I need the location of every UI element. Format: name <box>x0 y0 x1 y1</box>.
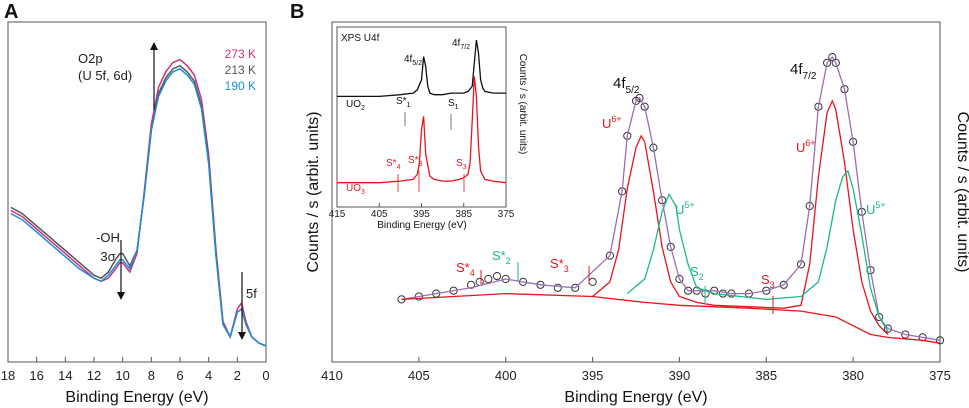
panel-a-series-273k <box>10 58 267 347</box>
panel-b-series-fit-envelope <box>401 56 941 341</box>
panel-b-frame <box>331 21 941 363</box>
panel-b-x-axis: 410 405 400 395 390 385 380 375 <box>321 357 951 383</box>
measured-point <box>823 58 832 68</box>
inset-label-4f72: 4f7/2 <box>452 38 470 51</box>
panel-b-plot <box>397 53 945 345</box>
a-tick-label-12: 12 <box>87 368 101 383</box>
measured-point <box>666 242 675 251</box>
panel-a-plot <box>10 58 267 347</box>
inset-x-axis: 415 405 395 385 375 <box>329 203 515 220</box>
inset-x-axis-title: Binding Energy (eV) <box>377 220 467 231</box>
b-tick-label-400: 400 <box>495 368 517 383</box>
annot-3sigma: 3σ <box>100 249 115 264</box>
annot-o2p: O2p <box>78 51 103 66</box>
label-s3star: S*3 <box>550 256 569 274</box>
measured-point <box>605 251 615 260</box>
measured-point <box>831 58 840 68</box>
b-tick-label-380: 380 <box>842 368 864 383</box>
a-tick-label-14: 14 <box>58 368 72 383</box>
legend-190k: 190 K <box>225 79 256 93</box>
inset-label-s3: S3 <box>456 158 467 171</box>
label-s3: S3 <box>761 272 775 290</box>
panel-a-x-axis-title: Binding Energy (eV) <box>65 389 208 406</box>
label-u6-left: U6+ <box>602 114 622 131</box>
annot-u5f6d: (U 5f, 6d) <box>78 68 132 83</box>
inset-label-uo2: UO2 <box>346 99 365 112</box>
measured-point <box>484 274 493 284</box>
panel-b-series-u6- <box>592 99 889 335</box>
measured-point <box>779 280 788 289</box>
inset-tick-label-385: 385 <box>455 209 472 220</box>
inset-label-4f52: 4f5/2 <box>404 54 422 67</box>
a-tick-label-16: 16 <box>29 368 43 383</box>
oh-arrow-head-icon <box>117 292 125 300</box>
panel-b-label: B <box>290 1 304 23</box>
panel-a-series-190k <box>10 67 267 347</box>
inset-label-s1: S1 <box>448 98 459 111</box>
a-tick-label-0: 0 <box>262 368 269 383</box>
annot-oh: -OH <box>96 230 120 245</box>
label-s2: S2 <box>690 264 704 282</box>
inset-label-s4star: S*4 <box>386 158 401 171</box>
panel-b-series-u5- <box>626 169 889 332</box>
a-tick-label-4: 4 <box>205 368 212 383</box>
b-tick-label-390: 390 <box>669 368 691 383</box>
measured-point <box>640 102 649 111</box>
panel-b-x-axis-title: Binding Energy (eV) <box>564 389 707 406</box>
inset-label-uo3: UO3 <box>346 183 365 196</box>
inset-plot <box>337 39 507 184</box>
label-u5-left: U5+ <box>675 200 695 217</box>
inset-frame <box>336 26 507 208</box>
label-u6-right: U6+ <box>796 138 816 155</box>
panel-a-label: A <box>4 1 18 23</box>
f5-arrow-head-icon <box>238 332 246 340</box>
panel-b-y-axis-title-right: Counts / s (arbit. units) <box>954 112 969 273</box>
panel-a-series-213k <box>10 64 267 347</box>
measured-point <box>675 274 684 284</box>
label-s4star: S*4 <box>456 260 475 278</box>
inset-series-uo3 <box>337 76 507 184</box>
inset-tick-label-405: 405 <box>371 209 388 220</box>
a-tick-label-10: 10 <box>115 368 129 383</box>
panel-b-series-background <box>401 292 941 344</box>
b-tick-label-375: 375 <box>929 368 951 383</box>
b-tick-label-385: 385 <box>755 368 777 383</box>
inset-series-uo2 <box>337 39 506 98</box>
panel-a-frame <box>7 21 267 363</box>
b-tick-label-410: 410 <box>321 368 343 383</box>
label-4f52: 4f5/2 <box>613 75 640 96</box>
a-tick-label-8: 8 <box>148 368 155 383</box>
panel-b-y-axis-title-left: Counts / s (arbit. units) <box>305 112 322 273</box>
annot-5f: 5f <box>246 286 257 301</box>
b-tick-label-395: 395 <box>582 368 604 383</box>
measured-point <box>635 93 644 103</box>
inset-label-s3star: S*3 <box>408 155 423 168</box>
a-tick-label-2: 2 <box>234 368 241 383</box>
legend-273k: 273 K <box>225 47 256 61</box>
measured-point <box>875 312 884 322</box>
measured-point <box>492 272 502 281</box>
measured-point <box>553 283 562 292</box>
a-tick-label-6: 6 <box>176 368 183 383</box>
label-4f72: 4f7/2 <box>790 61 817 82</box>
o2p-arrow-head-icon <box>150 42 158 50</box>
inset-title: XPS U4f <box>341 33 380 44</box>
inset-y-axis-title: Counts / s (arbit. units) <box>517 54 528 155</box>
measured-point <box>883 324 893 333</box>
legend-213k: 213 K <box>225 63 256 77</box>
measured-point <box>588 277 597 286</box>
label-u5-right: U5+ <box>866 200 886 217</box>
inset-tick-label-415: 415 <box>329 209 346 220</box>
inset-tick-label-375: 375 <box>498 209 515 220</box>
b-tick-label-405: 405 <box>408 368 430 383</box>
panel-a-x-axis: 18 16 14 12 10 8 6 4 2 0 <box>1 357 270 383</box>
a-tick-label-18: 18 <box>1 368 15 383</box>
inset-label-s1star: S*1 <box>396 96 411 109</box>
label-s2star: S*2 <box>492 248 511 266</box>
inset-tick-label-395: 395 <box>413 209 430 220</box>
measured-point <box>828 53 837 62</box>
